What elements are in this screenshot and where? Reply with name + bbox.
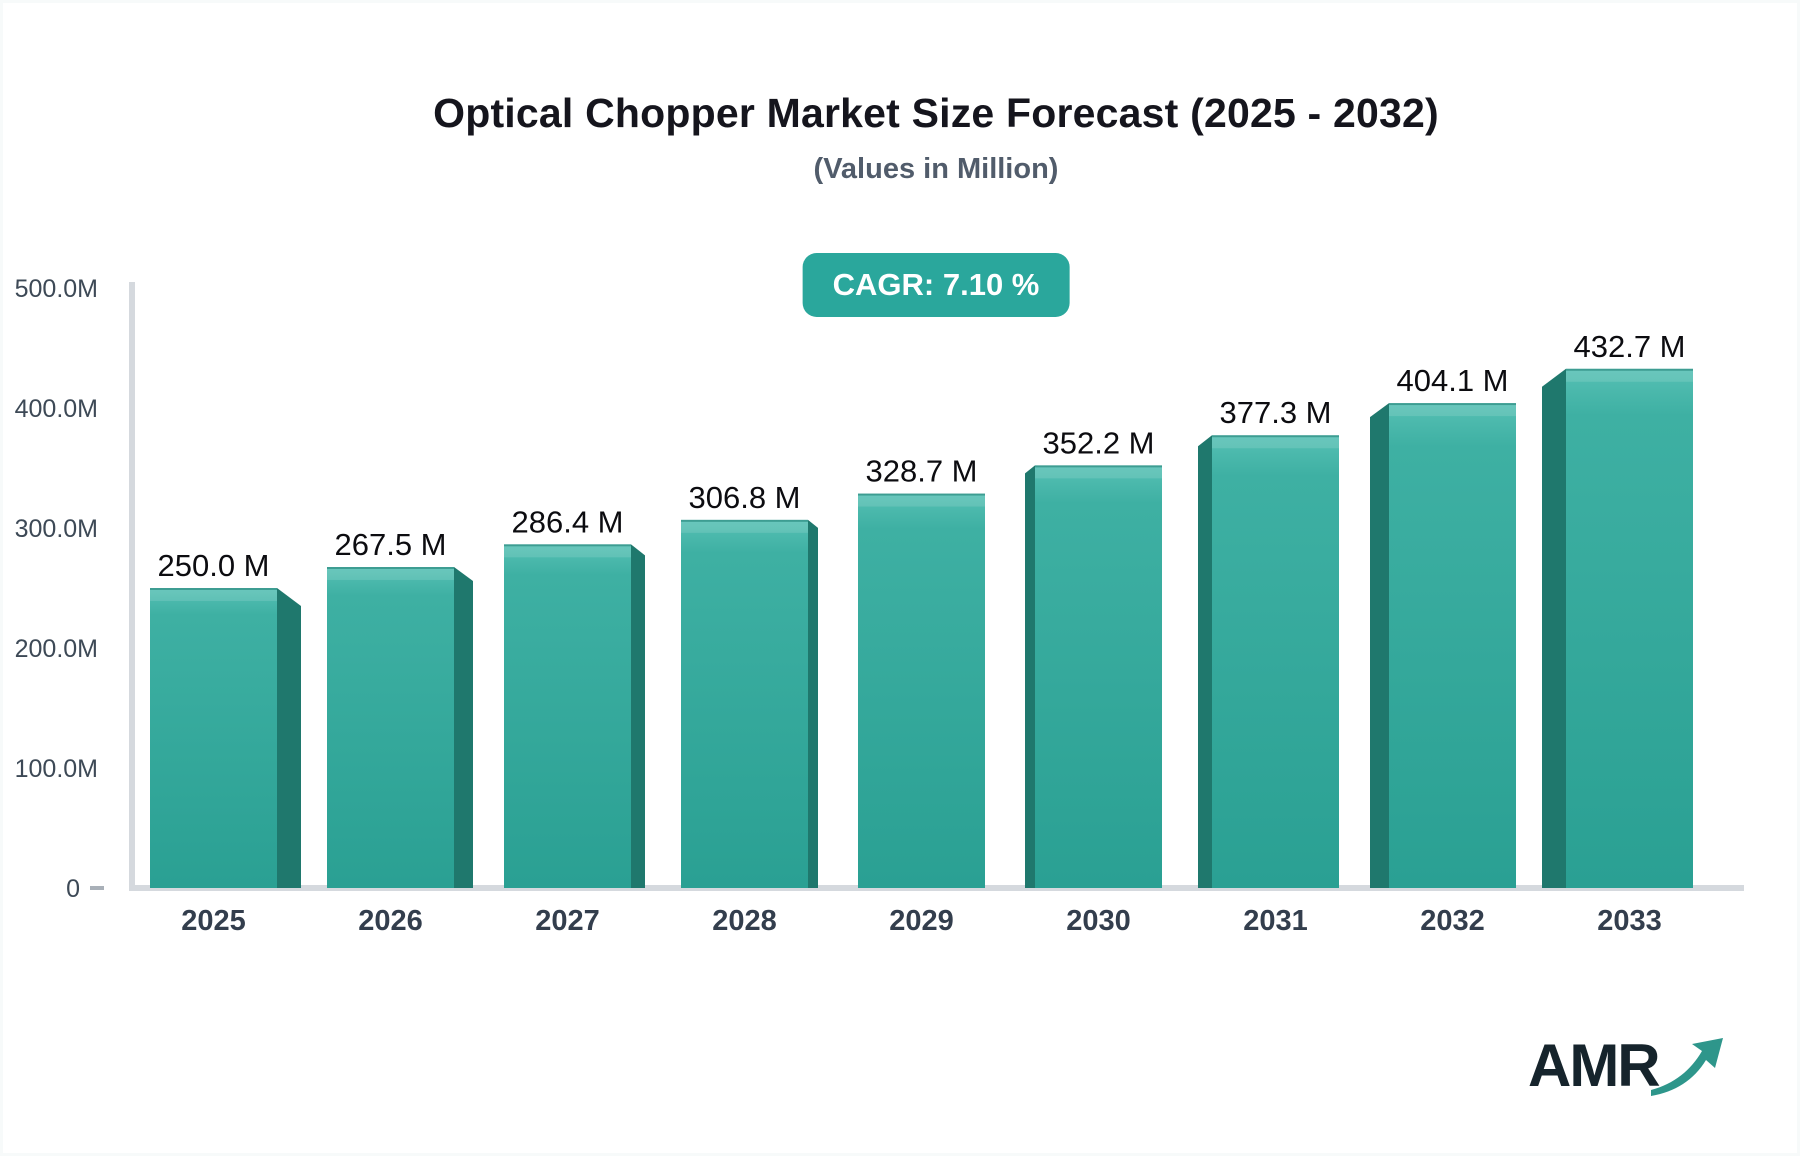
bar-side-face [277, 588, 301, 888]
bar-top-highlight [150, 590, 277, 601]
bar-side-face [1542, 368, 1566, 888]
y-axis-line [129, 282, 135, 891]
bar-main-face [1389, 403, 1516, 888]
bar-top-edge [1389, 403, 1516, 406]
bar-top-highlight [1212, 437, 1339, 449]
x-axis-label: 2025 [181, 905, 246, 937]
bar-main-face [1035, 465, 1162, 888]
bar-main-face [327, 567, 454, 888]
bar-value-label: 404.1 M [1396, 363, 1508, 398]
y-axis-tick-label: 500.0M [15, 275, 98, 303]
bar-group-2026: 267.5 M 2026 [327, 527, 473, 937]
bar-value-label: 377.3 M [1219, 395, 1331, 430]
x-axis-label: 2026 [358, 905, 423, 937]
bar-value-label: 250.0 M [157, 548, 269, 583]
bar-side-face [1198, 435, 1212, 888]
bar-value-label: 267.5 M [334, 527, 446, 562]
bar-top-edge [327, 567, 454, 569]
y-axis-tick-label: 100.0M [15, 755, 98, 783]
zero-tick-mark [90, 886, 104, 890]
amr-logo: AMR [1528, 1036, 1729, 1100]
bar-top-edge [1212, 435, 1339, 438]
bar-group-2031: 377.3 M 2031 [1198, 395, 1339, 937]
amr-logo-text: AMR [1528, 1032, 1661, 1099]
bar-main-face [1212, 435, 1339, 888]
bar-side-face [808, 519, 818, 888]
bar-value-label: 432.7 M [1573, 329, 1685, 364]
cagr-badge: CAGR: 7.10 % [802, 253, 1070, 317]
cagr-badge-label: CAGR: 7.10 % [832, 267, 1040, 302]
bar-group-2032: 404.1 M 2032 [1370, 363, 1516, 937]
x-axis-label: 2029 [889, 905, 954, 937]
y-axis-tick-label: 300.0M [15, 515, 98, 543]
chart-subtitle: (Values in Million) [813, 153, 1059, 185]
bar-side-face [454, 567, 473, 888]
y-axis-tick-label: 0 [66, 875, 80, 903]
bar-top-highlight [504, 546, 631, 558]
chart-title: Optical Chopper Market Size Forecast (20… [433, 90, 1439, 136]
bar-top-highlight [1389, 405, 1516, 417]
chart-header: Optical Chopper Market Size Forecast (20… [72, 0, 1800, 317]
bar-top-edge [504, 544, 631, 547]
bar-value-label: 306.8 M [688, 480, 800, 515]
x-axis-label: 2027 [535, 905, 600, 937]
bar-value-label: 352.2 M [1042, 425, 1154, 460]
y-axis-tick-label: 400.0M [15, 395, 98, 423]
bar-group-2030: 352.2 M 2030 [1025, 425, 1162, 937]
bar-main-face [681, 519, 808, 888]
bar-top-highlight [858, 495, 985, 507]
bar-main-face [504, 544, 631, 888]
x-axis-label: 2031 [1243, 905, 1308, 937]
bar-group-2027: 286.4 M 2027 [504, 504, 645, 937]
bar-value-label: 286.4 M [511, 504, 623, 539]
bar-main-face [858, 493, 985, 888]
bar-side-face [631, 544, 645, 888]
y-axis-tick-label: 200.0M [15, 635, 98, 663]
bar-side-face [1370, 403, 1389, 888]
bar-top-edge [681, 519, 808, 522]
bar-group-2025: 250.0 M 2025 [150, 548, 301, 937]
bar-top-edge [1566, 368, 1693, 371]
bar-group-2033: 432.7 M 2033 [1542, 329, 1693, 937]
bar-top-highlight [1566, 370, 1693, 382]
bar-top-highlight [681, 521, 808, 533]
x-axis-label: 2033 [1597, 905, 1662, 937]
bar-value-label: 328.7 M [865, 454, 977, 489]
trend-up-arrow-icon [1650, 1038, 1723, 1096]
bar-top-highlight [1035, 467, 1162, 479]
x-axis-label: 2030 [1066, 905, 1131, 937]
bar-top-edge [150, 588, 277, 590]
bar-main-face [1566, 368, 1693, 888]
bar-top-edge [1035, 465, 1162, 468]
bar-main-face [150, 588, 277, 888]
bar-side-face [1025, 465, 1035, 888]
bar-group-2029: 328.7 M 2029 [858, 454, 985, 937]
bar-top-highlight [327, 569, 454, 580]
x-axis-label: 2032 [1420, 905, 1485, 937]
bar-top-edge [858, 493, 985, 496]
bar-group-2028: 306.8 M 2028 [681, 480, 818, 937]
x-axis-label: 2028 [712, 905, 777, 937]
